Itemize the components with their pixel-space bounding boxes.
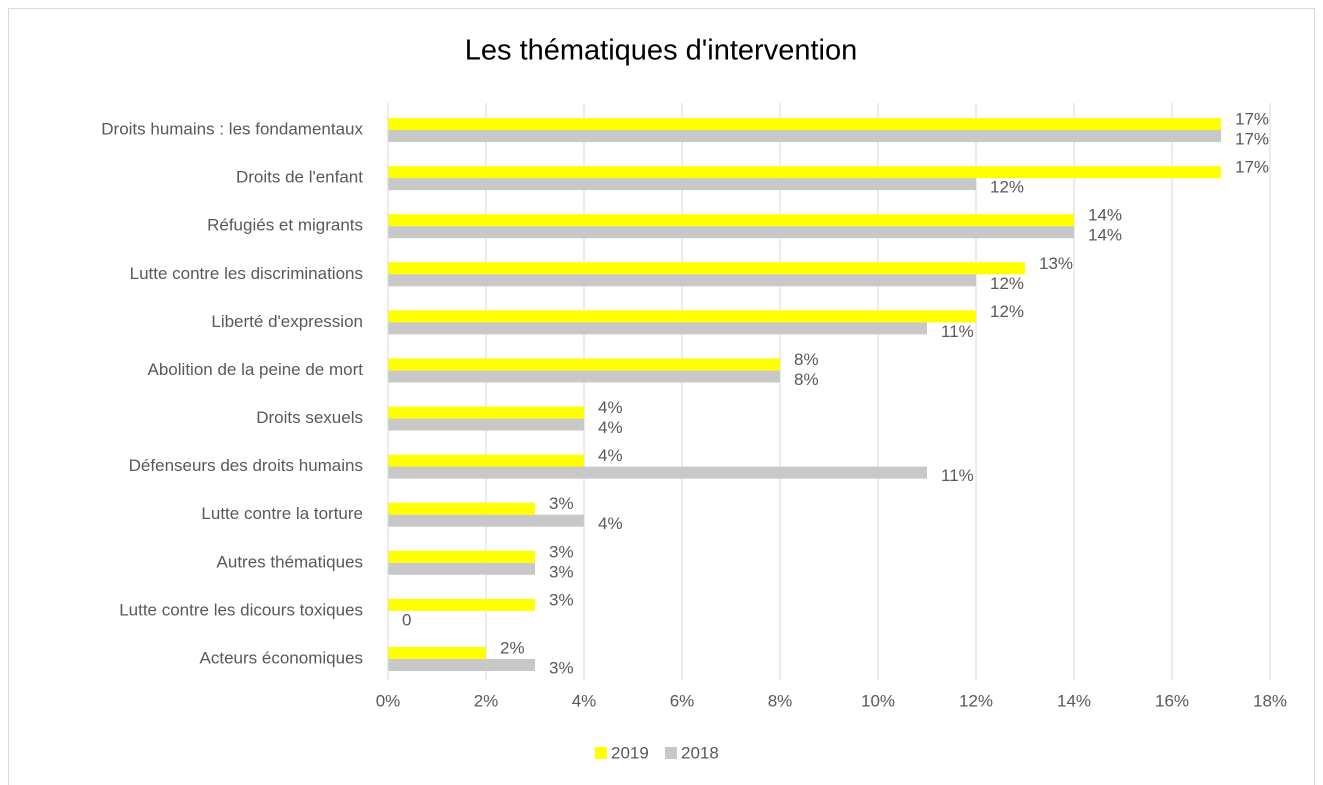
bar <box>388 358 780 371</box>
legend-label: 2018 <box>681 743 719 762</box>
y-tick-label: Lutte contre la torture <box>201 504 363 523</box>
bar <box>388 214 1074 227</box>
y-tick-label: Réfugiés et migrants <box>207 216 363 235</box>
bar <box>388 562 535 575</box>
y-tick-label: Défenseurs des droits humains <box>129 456 363 475</box>
bar <box>388 406 584 419</box>
data-label: 17% <box>1235 158 1269 177</box>
bar <box>388 262 1025 275</box>
chart-title: Les thématiques d'intervention <box>465 35 857 67</box>
x-tick-label: 12% <box>959 691 993 710</box>
data-label: 3% <box>549 562 574 581</box>
bar <box>388 274 976 287</box>
legend-swatch <box>665 747 677 759</box>
bar <box>388 418 584 431</box>
x-tick-label: 14% <box>1057 691 1091 710</box>
bar <box>388 454 584 467</box>
data-label: 12% <box>990 302 1024 321</box>
data-label: 13% <box>1039 254 1073 273</box>
data-label: 11% <box>941 322 974 341</box>
y-tick-label: Droits humains : les fondamentaux <box>101 120 363 139</box>
bar <box>388 310 976 323</box>
data-label: 12% <box>990 178 1024 197</box>
bar <box>388 646 486 659</box>
data-label: 4% <box>598 398 623 417</box>
x-tick-label: 2% <box>474 691 499 710</box>
y-tick-label: Droits de l'enfant <box>236 168 363 187</box>
legend-swatch <box>595 747 607 759</box>
y-tick-label: Lutte contre les dicours toxiques <box>119 600 363 619</box>
bar <box>388 466 927 479</box>
data-label: 3% <box>549 658 574 677</box>
x-tick-label: 0% <box>376 691 401 710</box>
x-tick-label: 8% <box>768 691 793 710</box>
data-label: 3% <box>549 590 574 609</box>
y-tick-label: Acteurs économiques <box>200 648 363 667</box>
bar <box>388 178 976 191</box>
x-tick-label: 18% <box>1253 691 1287 710</box>
data-label: 11% <box>941 466 974 485</box>
x-tick-label: 16% <box>1155 691 1189 710</box>
bar <box>388 226 1074 239</box>
data-label: 14% <box>1088 226 1122 245</box>
bar <box>388 166 1221 179</box>
y-tick-label: Liberté d'expression <box>211 312 363 331</box>
data-label: 3% <box>549 542 574 561</box>
data-label: 17% <box>1235 130 1269 149</box>
data-label: 4% <box>598 446 623 465</box>
data-label: 8% <box>794 350 819 369</box>
x-tick-label: 10% <box>861 691 895 710</box>
y-tick-label: Abolition de la peine de mort <box>148 360 364 379</box>
data-label: 12% <box>990 274 1024 293</box>
x-tick-label: 6% <box>670 691 695 710</box>
x-tick-label: 4% <box>572 691 597 710</box>
data-label: 0 <box>402 610 411 629</box>
data-label: 17% <box>1235 110 1269 129</box>
bar <box>388 598 535 611</box>
y-tick-label: Lutte contre les discriminations <box>130 264 363 283</box>
bar <box>388 514 584 527</box>
bar <box>388 502 535 515</box>
data-label: 3% <box>549 494 574 513</box>
bar <box>388 550 535 563</box>
legend-label: 2019 <box>611 743 649 762</box>
bar <box>388 130 1221 143</box>
bar <box>388 322 927 335</box>
data-label: 4% <box>598 514 623 533</box>
bar <box>388 118 1221 131</box>
y-tick-label: Autres thématiques <box>217 552 363 571</box>
data-label: 2% <box>500 638 525 657</box>
bar <box>388 370 780 383</box>
y-tick-label: Droits sexuels <box>256 408 363 427</box>
data-label: 14% <box>1088 206 1122 225</box>
bar <box>388 658 535 671</box>
data-label: 8% <box>794 370 819 389</box>
data-label: 4% <box>598 418 623 437</box>
